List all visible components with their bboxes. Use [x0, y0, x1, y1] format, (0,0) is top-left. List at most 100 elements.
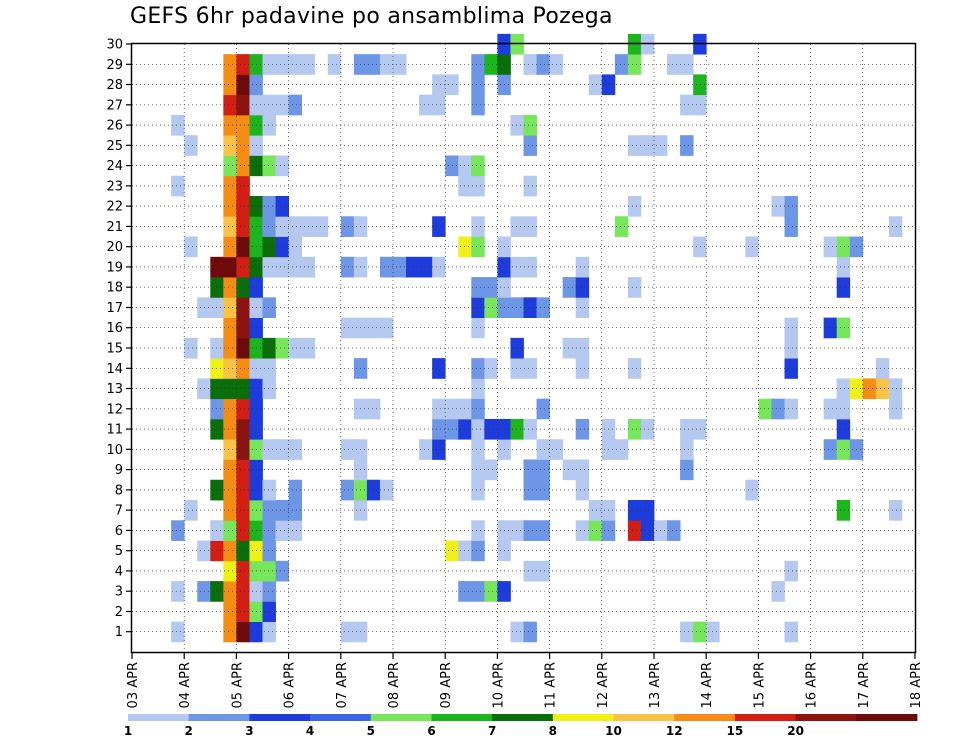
heatmap-cell	[223, 358, 237, 379]
legend-label: 1	[124, 724, 132, 738]
y-tick-label: 2	[115, 605, 123, 620]
heatmap-cell	[771, 398, 785, 420]
x-tick-label: 11 APR	[544, 662, 559, 708]
legend-label: 15	[727, 724, 744, 738]
heatmap-cell	[836, 500, 851, 521]
heatmap-cell	[471, 175, 485, 197]
heatmap-cell	[340, 439, 355, 460]
heatmap-cell	[523, 216, 537, 237]
heatmap-cell	[379, 54, 394, 75]
heatmap-cell	[236, 581, 250, 602]
heatmap-cell	[210, 277, 224, 298]
heatmap-cell	[223, 500, 237, 521]
heatmap-cell	[262, 581, 276, 602]
legend-label: 10	[605, 724, 622, 738]
heatmap-cell	[432, 358, 446, 379]
heatmap-cell	[223, 560, 237, 582]
heatmap-cell	[523, 459, 537, 481]
heatmap-cell	[210, 297, 224, 318]
x-tick-label: 13 APR	[648, 662, 663, 708]
heatmap-cell	[275, 337, 289, 359]
y-tick-label: 8	[115, 483, 123, 498]
heatmap-cell	[758, 398, 772, 420]
heatmap-cell	[523, 520, 537, 541]
heatmap-cell	[471, 378, 485, 400]
heatmap-cell	[288, 54, 303, 75]
heatmap-cell	[236, 500, 250, 521]
y-tick-label: 27	[106, 98, 123, 113]
heatmap-cell	[823, 398, 838, 420]
heatmap-cell	[575, 418, 590, 440]
heatmap-cell	[223, 196, 237, 217]
legend-swatch	[310, 714, 372, 721]
x-tick-label: 09 APR	[439, 662, 454, 708]
heatmap-cell	[275, 256, 289, 278]
heatmap-cell	[236, 135, 250, 156]
heatmap-cell	[223, 398, 237, 420]
heatmap-cell	[471, 540, 485, 562]
heatmap-cell	[575, 277, 590, 298]
heatmap-cell	[432, 94, 446, 116]
heatmap-cell	[262, 500, 276, 521]
heatmap-cell	[562, 459, 577, 481]
heatmap-cell	[693, 418, 707, 440]
heatmap-cell	[875, 378, 890, 400]
heatmap-cell	[484, 277, 498, 298]
heatmap-cell	[236, 74, 250, 96]
heatmap-cell	[236, 621, 250, 643]
heatmap-cell	[510, 621, 524, 643]
heatmap-cell	[523, 479, 537, 501]
heatmap-cell	[262, 560, 276, 582]
heatmap-cell	[223, 94, 237, 116]
heatmap-cell	[223, 540, 237, 562]
heatmap-cell	[888, 398, 903, 420]
legend-label: 20	[787, 724, 804, 738]
x-tick-label: 04 APR	[178, 662, 193, 708]
heatmap-cell	[197, 581, 211, 602]
heatmap-cell	[262, 337, 276, 359]
heatmap-cell	[614, 216, 629, 237]
heatmap-cell	[484, 54, 498, 75]
heatmap-cell	[445, 540, 459, 562]
heatmap-cell	[210, 337, 224, 359]
heatmap-cell	[275, 94, 289, 116]
heatmap-cell	[262, 155, 276, 177]
legend-swatch	[431, 714, 493, 721]
heatmap-cell	[262, 621, 276, 643]
heatmap-cell	[288, 479, 303, 501]
heatmap-cell	[588, 500, 603, 521]
x-tick-label: 08 APR	[387, 662, 402, 708]
x-axis: 03 APR 04 APR 05 APR 06 APR 07 APR 08 APR 09 A…	[126, 652, 924, 708]
y-tick-label: 15	[106, 342, 123, 357]
heatmap-cell	[510, 337, 524, 359]
heatmap-cell	[627, 418, 642, 440]
heatmap-cell	[236, 114, 250, 136]
heatmap-cell	[210, 581, 224, 602]
heatmap-cell	[432, 398, 446, 420]
legend-swatch	[370, 714, 432, 721]
x-tick-label: 14 APR	[700, 662, 715, 708]
heatmap-cell	[471, 581, 485, 602]
heatmap-cell	[171, 175, 185, 197]
heatmap-cell	[236, 540, 250, 562]
heatmap-cell	[836, 418, 851, 440]
heatmap-cell	[771, 196, 785, 217]
heatmap-cell	[536, 297, 550, 318]
heatmap-cell	[210, 378, 224, 400]
heatmap-cell	[262, 94, 276, 116]
y-tick-label: 25	[106, 139, 123, 154]
heatmap-cell	[575, 297, 590, 318]
heatmap-cell	[614, 54, 629, 75]
legend-swatch	[249, 714, 311, 721]
heatmap-cell	[471, 94, 485, 116]
heatmap-cell	[223, 155, 237, 177]
heatmap-cell	[236, 479, 250, 501]
heatmap-cell	[262, 540, 276, 562]
heatmap-cell	[223, 216, 237, 237]
heatmap-cell	[523, 621, 537, 643]
heatmap-cell	[223, 297, 237, 318]
heatmap-cell	[471, 155, 485, 177]
y-tick-label: 10	[106, 443, 123, 458]
heatmap-cell	[510, 256, 524, 278]
